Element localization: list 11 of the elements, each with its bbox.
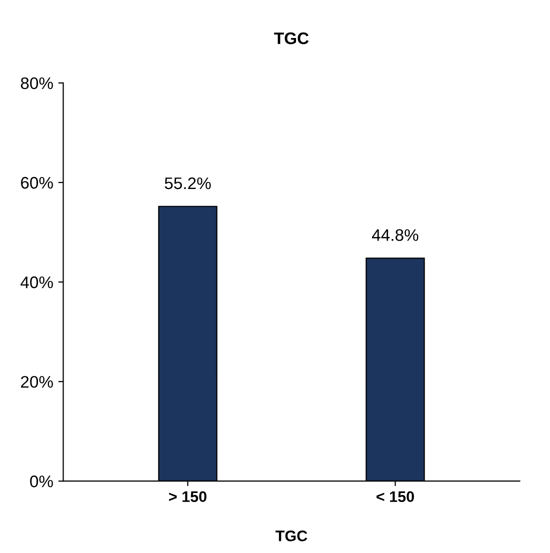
x-axis-title: TGC: [276, 530, 308, 542]
data-label: 55.2%: [164, 177, 211, 190]
x-tick-label: < 150: [376, 491, 414, 502]
y-tick-label: 80%: [20, 77, 53, 90]
chart-title: TGC: [274, 32, 309, 44]
data-label: 44.8%: [372, 229, 418, 241]
y-tick-label: 40%: [20, 276, 53, 288]
y-tick-label: 20%: [21, 376, 53, 388]
y-tick-label: 0%: [30, 476, 53, 488]
x-tick-label: > 150: [169, 491, 206, 502]
y-tick-label: 60%: [21, 176, 53, 189]
